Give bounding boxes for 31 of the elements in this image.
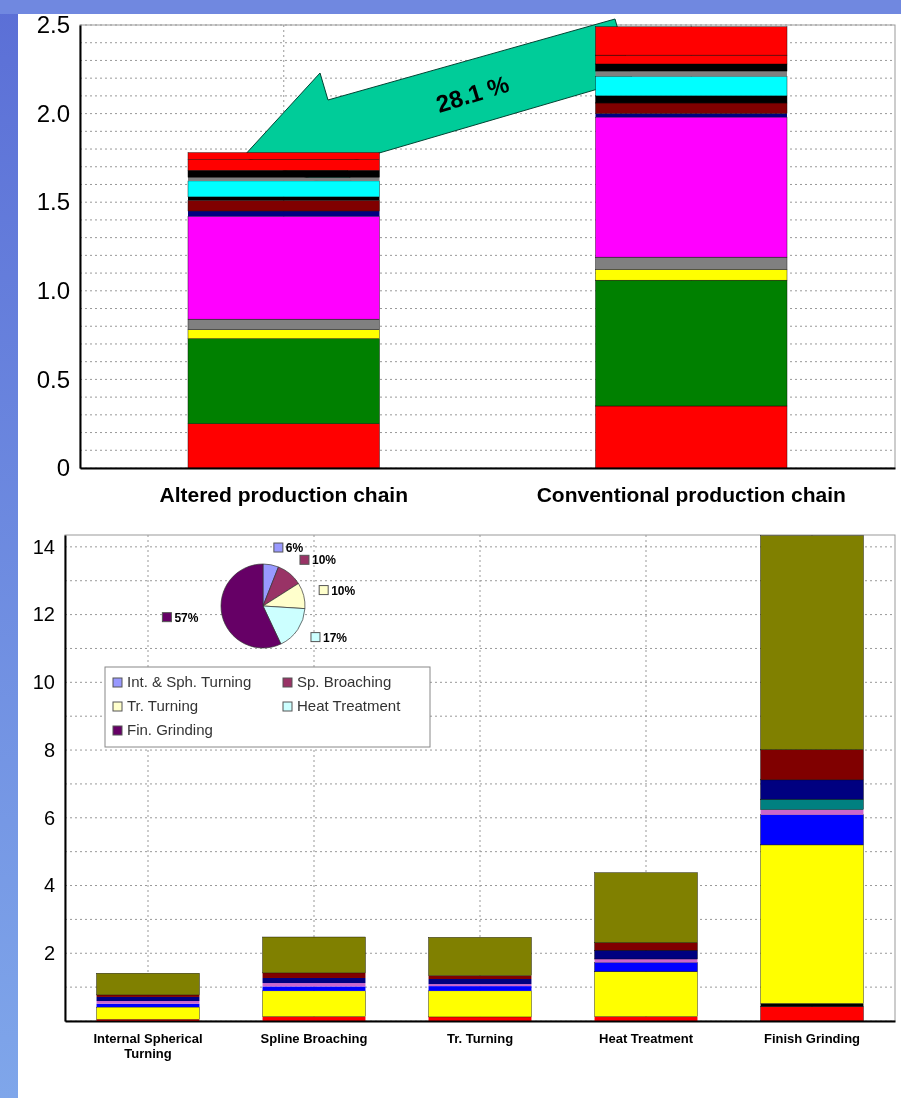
legend-label: Heat Treatment — [297, 697, 402, 714]
legend-label: Sp. Broaching — [297, 673, 392, 690]
x-tick-label: Altered production chain — [159, 483, 409, 506]
data-label: 10% — [311, 553, 337, 568]
legend-label: Tr. Turning — [127, 697, 199, 714]
y-tick-label: 4 — [43, 874, 55, 897]
annotation: 28.1 % — [432, 70, 513, 118]
y-tick-label: 2 — [43, 942, 55, 965]
y-tick-label: 0 — [56, 454, 70, 482]
y-tick-label: 0.5 — [36, 365, 70, 393]
y-tick-label: 10 — [32, 671, 55, 694]
y-tick-label: 6 — [43, 806, 55, 829]
y-tick-label: 2.0 — [36, 99, 70, 127]
x-tick-label: Internal Spherical Turning — [93, 1031, 203, 1061]
x-tick-label: Spline Broaching — [260, 1031, 368, 1046]
y-tick-label: 12 — [32, 603, 55, 626]
legend-label: Int. & Sph. Turning — [127, 673, 252, 690]
x-tick-label: Conventional production chain — [536, 483, 846, 506]
x-tick-label: Heat Treatment — [599, 1031, 694, 1046]
y-tick-label: 2.5 — [36, 11, 70, 39]
data-label: 10% — [331, 583, 356, 598]
data-label: 6% — [285, 541, 304, 556]
y-tick-label: 1.5 — [36, 188, 70, 216]
data-label: 17% — [322, 630, 348, 645]
y-tick-label: 1.0 — [36, 276, 70, 304]
legend-label: Fin. Grinding — [127, 721, 213, 738]
y-tick-label: 8 — [43, 738, 55, 761]
data-label: 57% — [174, 610, 199, 625]
y-tick-label: 14 — [32, 535, 55, 558]
x-tick-label: Tr. Turning — [446, 1031, 514, 1046]
x-tick-label: Finish Grinding — [763, 1031, 861, 1046]
